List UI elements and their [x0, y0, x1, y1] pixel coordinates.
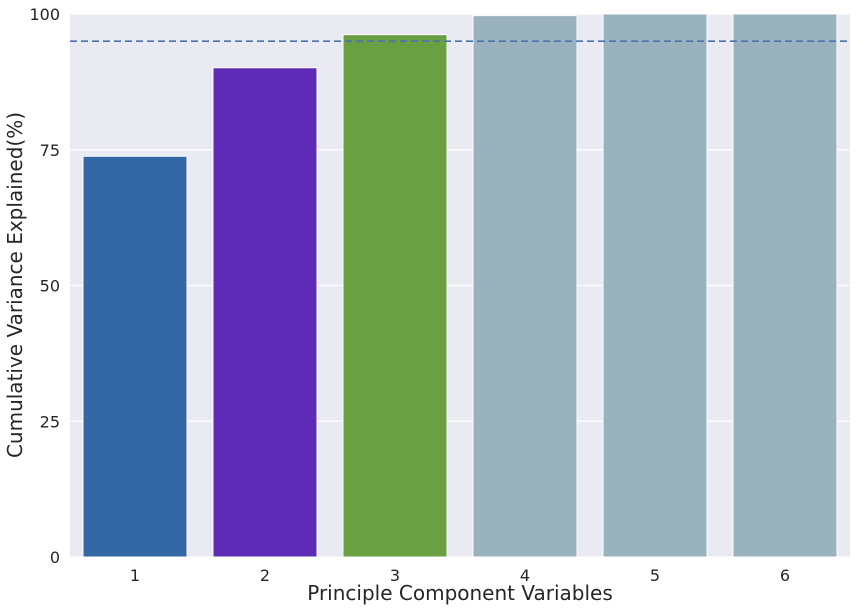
- y-tick-label: 25: [40, 412, 60, 431]
- bar-1: [82, 155, 188, 558]
- y-tick-label: 75: [40, 141, 60, 160]
- x-axis-title: Principle Component Variables: [307, 581, 613, 605]
- x-tick-label: 1: [130, 566, 140, 585]
- x-tick-labels: 1 2 3 4 5 6: [130, 566, 790, 585]
- y-tick-label: 0: [50, 548, 60, 567]
- x-tick-label: 3: [390, 566, 400, 585]
- bar-2: [212, 67, 318, 558]
- y-tick-label: 100: [29, 5, 60, 24]
- grid-lines: [70, 13, 850, 558]
- y-axis-title: Cumulative Variance Explained(%): [3, 112, 27, 458]
- x-tick-label: 6: [780, 566, 790, 585]
- x-tick-label: 4: [520, 566, 530, 585]
- x-tick-label: 5: [650, 566, 660, 585]
- bar-3: [342, 34, 448, 558]
- y-tick-labels: 0 25 50 75 100: [29, 5, 60, 567]
- y-tick-label: 50: [40, 277, 60, 296]
- x-tick-label: 2: [260, 566, 270, 585]
- bar-4: [472, 15, 578, 558]
- bar-5: [602, 13, 708, 558]
- bar-6: [732, 13, 838, 558]
- bars: [82, 13, 838, 558]
